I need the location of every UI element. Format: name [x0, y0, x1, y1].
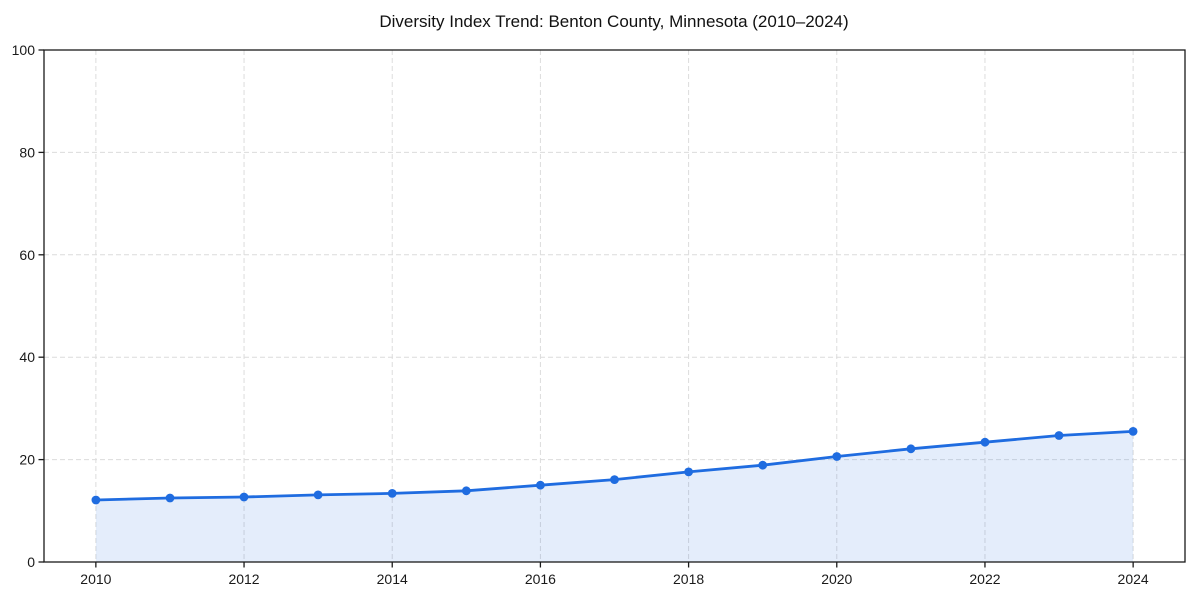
data-point-2016 — [536, 480, 545, 490]
x-tick-label-2012: 2012 — [228, 571, 259, 587]
data-point-2017 — [610, 475, 619, 484]
x-tick-label-2022: 2022 — [969, 571, 1000, 587]
data-point-2010 — [91, 495, 101, 505]
data-point-2023 — [1054, 431, 1064, 440]
y-tick-label-20: 20 — [19, 452, 35, 468]
data-point-2018 — [684, 467, 693, 477]
x-tick-label-2010: 2010 — [80, 571, 111, 587]
chart-title: Diversity Index Trend: Benton County, Mi… — [379, 12, 848, 31]
data-point-2020 — [832, 452, 842, 461]
area-fill — [95, 431, 1134, 562]
x-tick-label-2020: 2020 — [821, 571, 852, 587]
data-point-2014 — [387, 489, 397, 498]
data-point-2013 — [313, 490, 323, 500]
y-tick-label-100: 100 — [12, 42, 36, 58]
gridlines — [44, 50, 1185, 562]
plot-border — [43, 49, 1186, 563]
data-point-2019 — [758, 460, 768, 470]
data-point-2011 — [165, 493, 175, 503]
x-axis-ticks: 2010 2012 2014 2016 2018 2020 2022 2024 — [80, 562, 1149, 587]
x-tick-label-2018: 2018 — [673, 571, 704, 587]
y-tick-label-0: 0 — [27, 554, 35, 570]
y-tick-label-40: 40 — [19, 349, 35, 365]
x-tick-label-2016: 2016 — [525, 571, 556, 587]
data-point-2021 — [906, 444, 916, 454]
y-tick-label-60: 60 — [19, 247, 35, 263]
x-tick-label-2024: 2024 — [1118, 571, 1149, 587]
y-axis-ticks: 0 20 40 60 80 100 — [12, 42, 44, 570]
data-point-2012 — [239, 492, 249, 502]
data-point-2015 — [461, 486, 471, 496]
x-tick-label-2014: 2014 — [377, 571, 408, 587]
data-point-2024 — [1128, 427, 1138, 436]
data-points — [91, 427, 1138, 505]
data-point-2022 — [980, 437, 990, 447]
y-tick-label-80: 80 — [19, 144, 35, 160]
